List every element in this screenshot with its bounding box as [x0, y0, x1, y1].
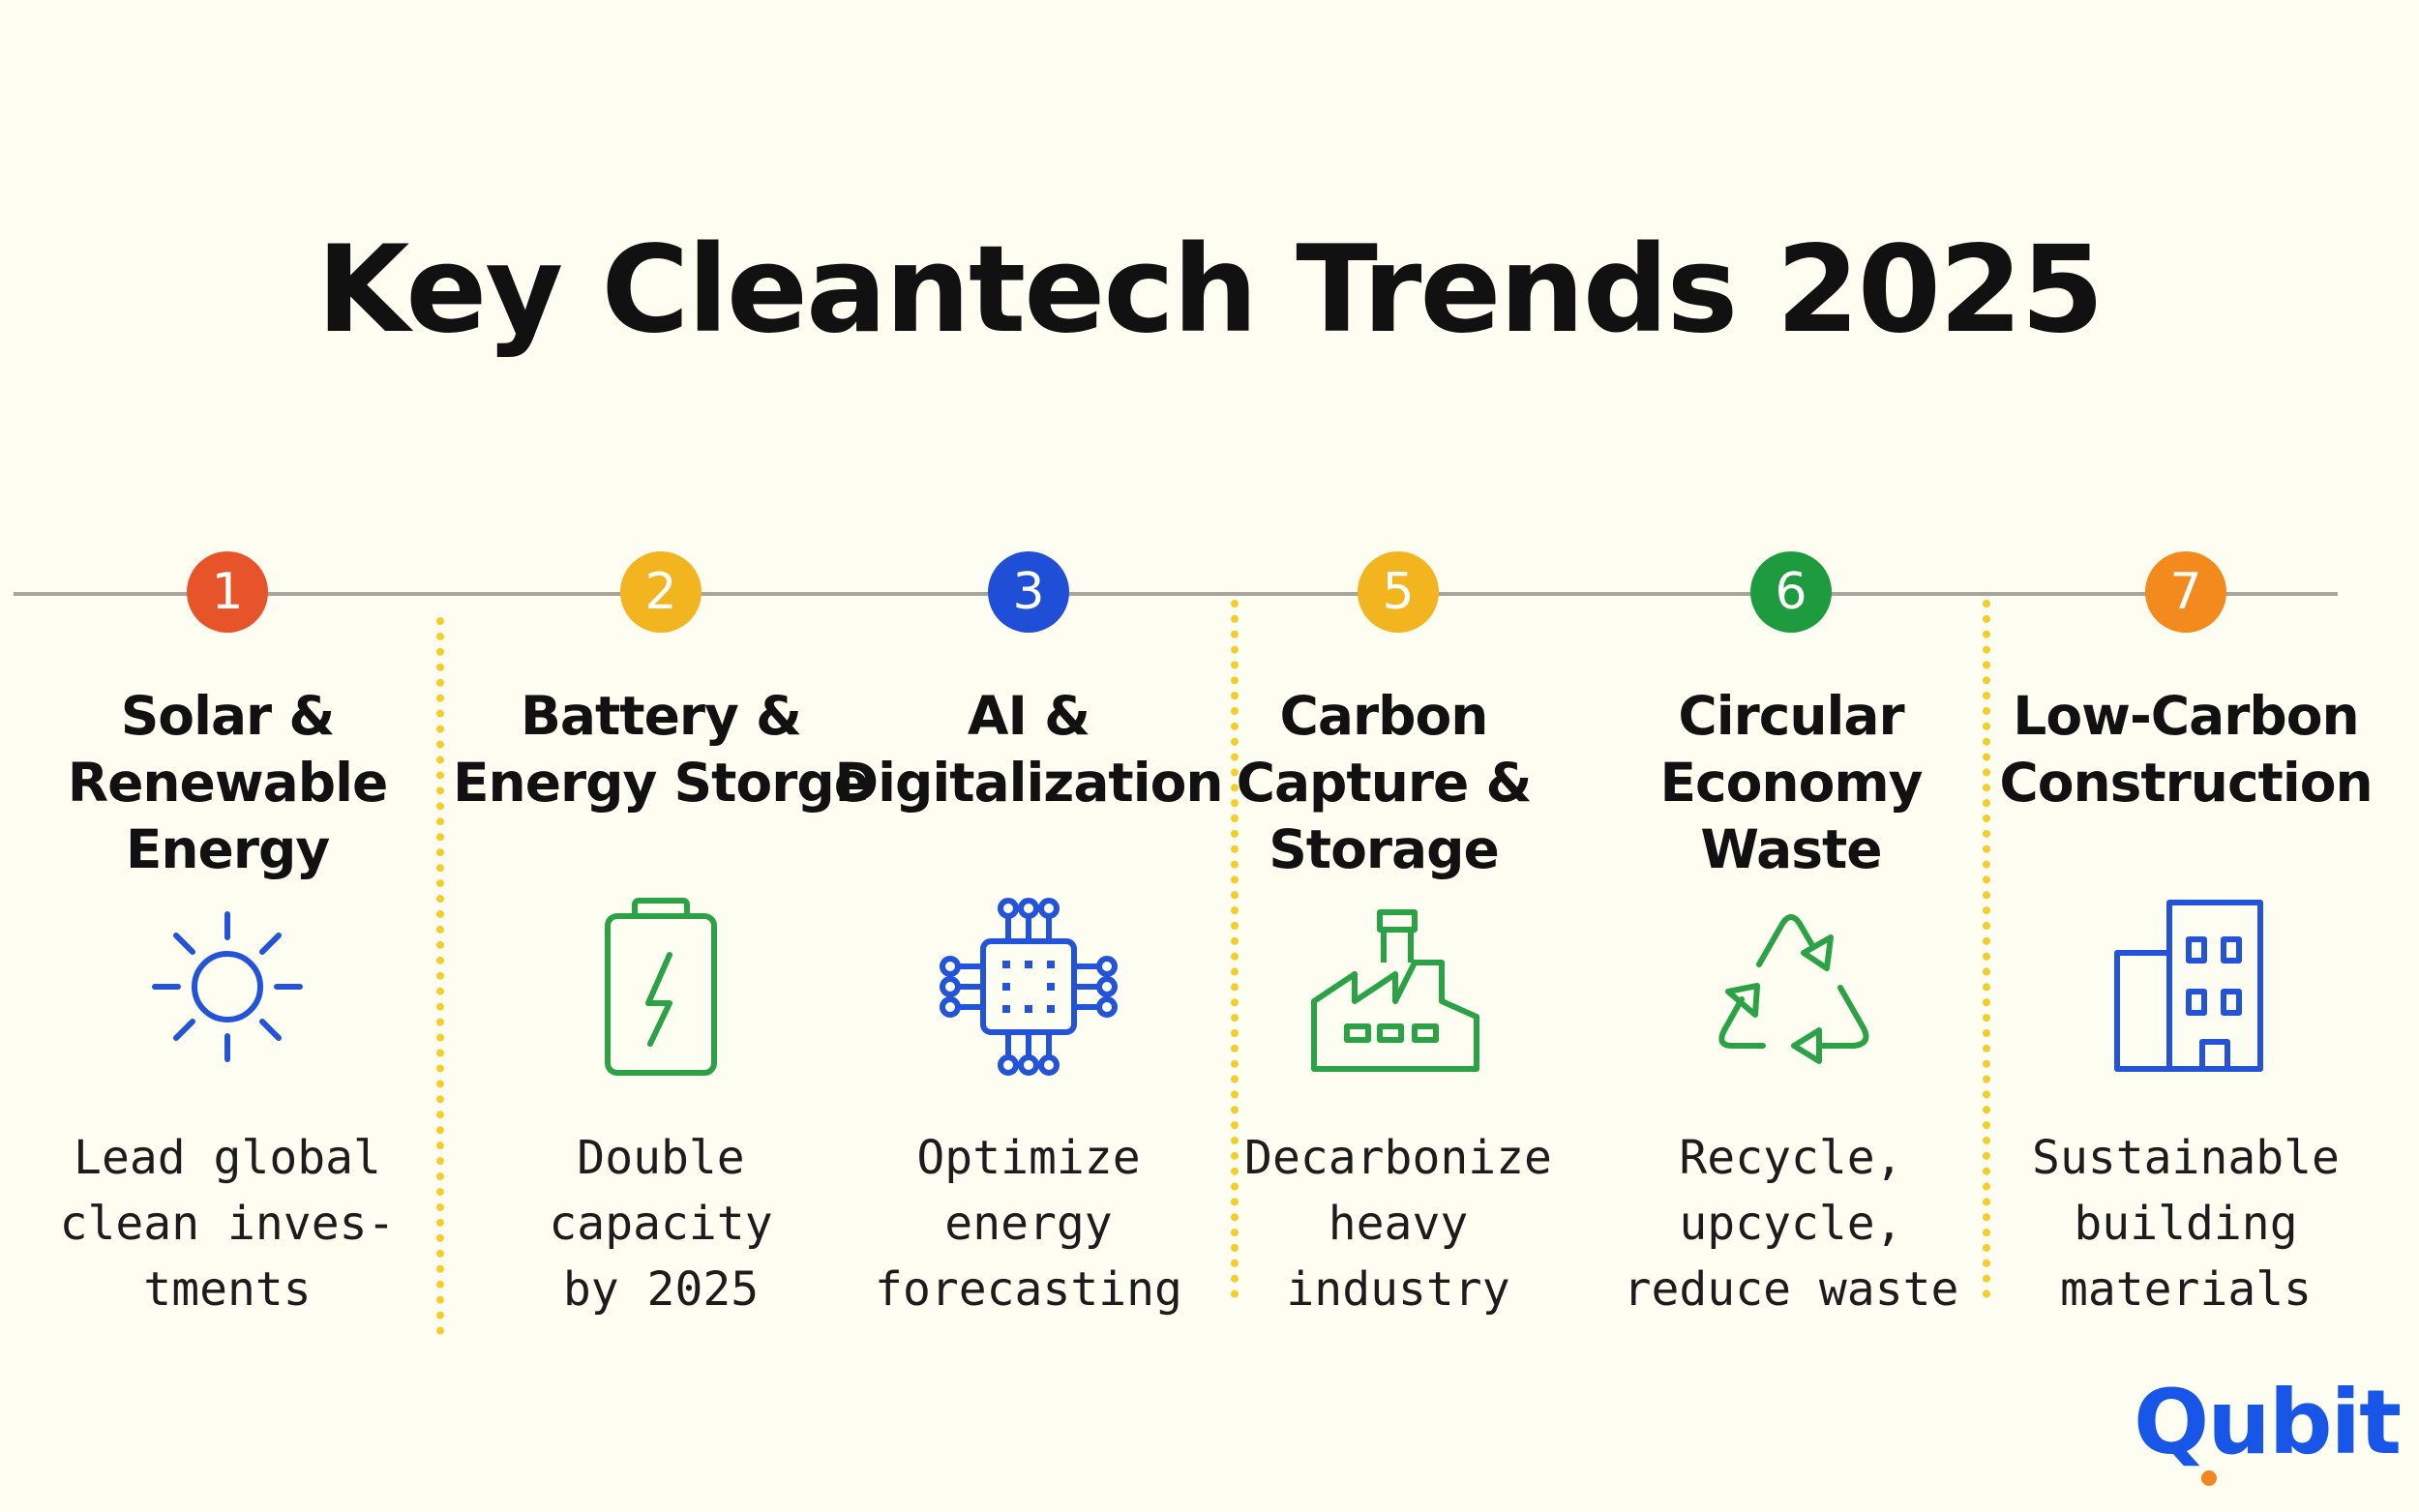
- trend-description: Decarbonize heavy industry: [1244, 1131, 1552, 1317]
- step-badge: 2: [620, 551, 702, 633]
- trend-description: Lead global clean inves- tments: [59, 1131, 396, 1317]
- page-title: Key Cleantech Trends 2025: [316, 221, 2104, 360]
- timeline-line: [14, 592, 2338, 596]
- step-badge: 6: [1750, 551, 1832, 633]
- factory-icon: [1311, 909, 1479, 1072]
- trend-ai-digitalization: 3 AI & Digitalization: [825, 0, 1232, 1512]
- step-badge: 7: [2145, 551, 2226, 633]
- brand-logo: Qubit: [2134, 1371, 2402, 1474]
- trend-solar-renewable: 1 Solar & Renewable Energy Lead global c…: [24, 0, 431, 1512]
- trend-carbon-capture: 5 Carbon Capture & Storage Decarbonize h…: [1195, 0, 1601, 1512]
- logo-dot: [2201, 1470, 2217, 1486]
- trend-description: Recycle, upcycle, reduce waste: [1623, 1131, 1959, 1317]
- dotted-divider-1: [436, 617, 444, 1335]
- trend-battery-storage: 2 Battery & Energy Storge Double capacit…: [453, 0, 870, 1512]
- battery-icon: [605, 898, 717, 1076]
- trend-title: Low-Carbon Construction: [1999, 685, 2373, 814]
- trend-title: Circular Economy Waste: [1659, 685, 1923, 880]
- sun-icon: [152, 911, 303, 1062]
- step-badge: 1: [187, 551, 268, 633]
- dotted-divider-2: [1231, 600, 1239, 1298]
- trend-title: AI & Digitalization: [834, 685, 1223, 814]
- trend-title: Solar & Renewable Energy: [67, 685, 389, 880]
- step-badge: 3: [988, 551, 1069, 633]
- trend-circular-economy: 6 Circular Economy Waste Recycle, upcycl…: [1588, 0, 1994, 1512]
- trend-low-carbon-construction: 7 Low-Carbon Construction Sustainable bu…: [1983, 0, 2389, 1512]
- trend-description: Double capacity by 2025: [549, 1131, 773, 1317]
- chip-icon: [940, 898, 1118, 1076]
- step-badge: 5: [1358, 551, 1439, 633]
- trend-title: Carbon Capture & Storage: [1236, 685, 1533, 880]
- building-icon: [2114, 900, 2263, 1072]
- trend-title: Battery & Energy Storge: [452, 685, 870, 814]
- trend-description: Optimize energy forecasting: [875, 1131, 1182, 1317]
- trend-description: Sustainable building materials: [2032, 1131, 2340, 1317]
- dotted-divider-3: [1983, 600, 1990, 1298]
- recycle-icon: [1718, 914, 1869, 1064]
